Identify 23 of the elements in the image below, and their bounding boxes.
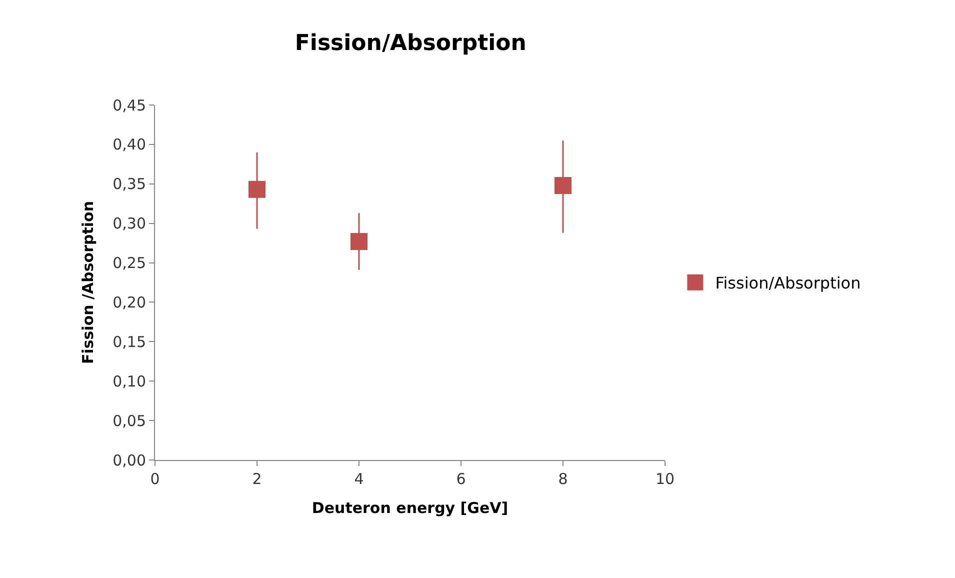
y-tick-label: 0,30 — [112, 214, 146, 233]
x-tick-label: 4 — [354, 470, 364, 488]
point — [554, 176, 572, 194]
x-tick-label: 6 — [456, 470, 466, 488]
y-tick-label: 0,20 — [112, 293, 146, 312]
y-tick-label: 0,45 — [112, 96, 146, 114]
x-tick-label: 8 — [558, 470, 568, 488]
y-tick-label: 0,10 — [112, 372, 146, 390]
x-tick-label: 2 — [252, 470, 262, 488]
y-tick-label: 0,40 — [112, 136, 146, 154]
x-tick-label: 10 — [655, 470, 675, 488]
y-tick-label: 0,15 — [112, 332, 146, 351]
y-tick-label: 0,05 — [112, 412, 146, 430]
point — [350, 232, 368, 250]
y-axis-title: Fission /Absorption — [78, 200, 97, 364]
y-tick-label: 0,00 — [112, 451, 146, 470]
y-tick-label: 0,25 — [112, 254, 146, 272]
point — [248, 180, 266, 198]
y-tick-label: 0,35 — [112, 175, 146, 194]
x-tick-label: 0 — [150, 470, 160, 488]
chart-title: Fission/Absorption — [294, 31, 526, 56]
x-axis-title: Deuteron energy [GeV] — [312, 499, 508, 517]
legend-label: Fission/Absorption — [715, 274, 861, 293]
